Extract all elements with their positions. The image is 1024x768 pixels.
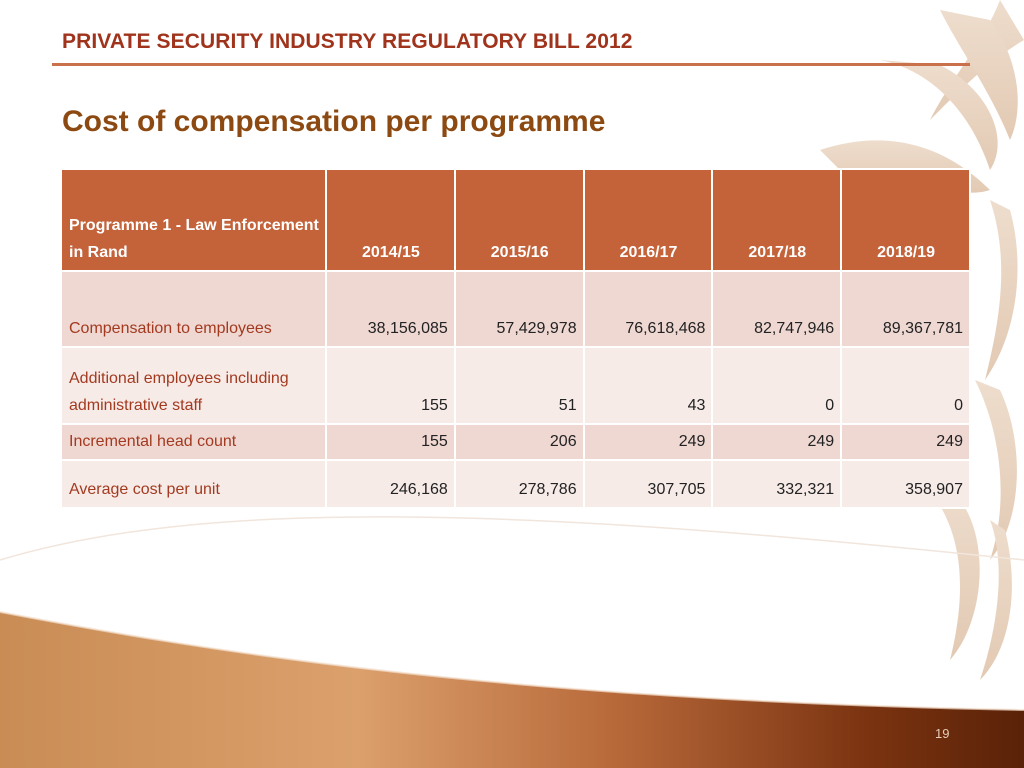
row-label: Average cost per unit [60,459,327,509]
table-row: Average cost per unit 246,168 278,786 30… [60,459,971,509]
table-cell: 155 [325,423,456,461]
table-cell: 155 [325,346,456,425]
column-header: 2017/18 [711,168,843,272]
compensation-table: Programme 1 - Law Enforcement in Rand 20… [60,168,971,509]
column-header: 2016/17 [582,168,714,272]
table-cell: 43 [582,346,714,425]
wave-decoration-icon [0,612,1024,768]
palm-decoration-icon [820,0,1024,680]
table-cell: 82,747,946 [711,270,843,348]
table-row: Compensation to employees 38,156,085 57,… [60,270,971,348]
table-row: Incremental head count 155 206 249 249 2… [60,423,971,461]
table-cell: 307,705 [582,459,714,509]
table-cell: 38,156,085 [325,270,456,348]
table-cell: 0 [711,346,843,425]
table-cell: 89,367,781 [840,270,971,348]
table-cell: 358,907 [840,459,971,509]
table-row: Additional employees including administr… [60,346,971,425]
slide-title: Cost of compensation per programme [62,105,606,138]
header-divider [52,63,970,66]
table-header-row: Programme 1 - Law Enforcement in Rand 20… [60,168,971,272]
row-label: Additional employees including administr… [60,346,327,425]
table-cell: 51 [453,346,585,425]
header-title: PRIVATE SECURITY INDUSTRY REGULATORY BIL… [62,30,633,53]
table-cell: 249 [711,423,843,461]
column-header: 2015/16 [453,168,585,272]
table-cell: 57,429,978 [453,270,585,348]
table-cell: 246,168 [325,459,456,509]
row-label: Incremental head count [60,423,327,461]
column-header: Programme 1 - Law Enforcement in Rand [60,168,327,272]
table-cell: 249 [840,423,971,461]
column-header: 2014/15 [325,168,456,272]
table-cell: 76,618,468 [582,270,714,348]
column-header: 2018/19 [840,168,971,272]
page-number: 19 [935,726,950,741]
table-cell: 0 [840,346,971,425]
table-cell: 206 [453,423,585,461]
table-cell: 278,786 [453,459,585,509]
table-cell: 249 [582,423,714,461]
row-label: Compensation to employees [60,270,327,348]
table-cell: 332,321 [711,459,843,509]
